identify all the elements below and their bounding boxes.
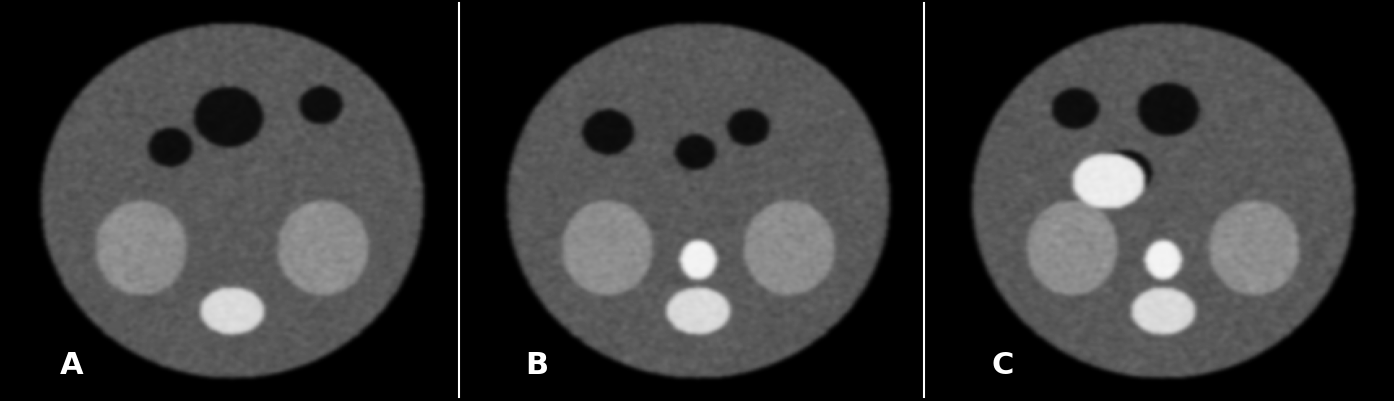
Text: C: C <box>991 350 1013 379</box>
Text: B: B <box>526 350 549 379</box>
Text: A: A <box>60 350 84 379</box>
